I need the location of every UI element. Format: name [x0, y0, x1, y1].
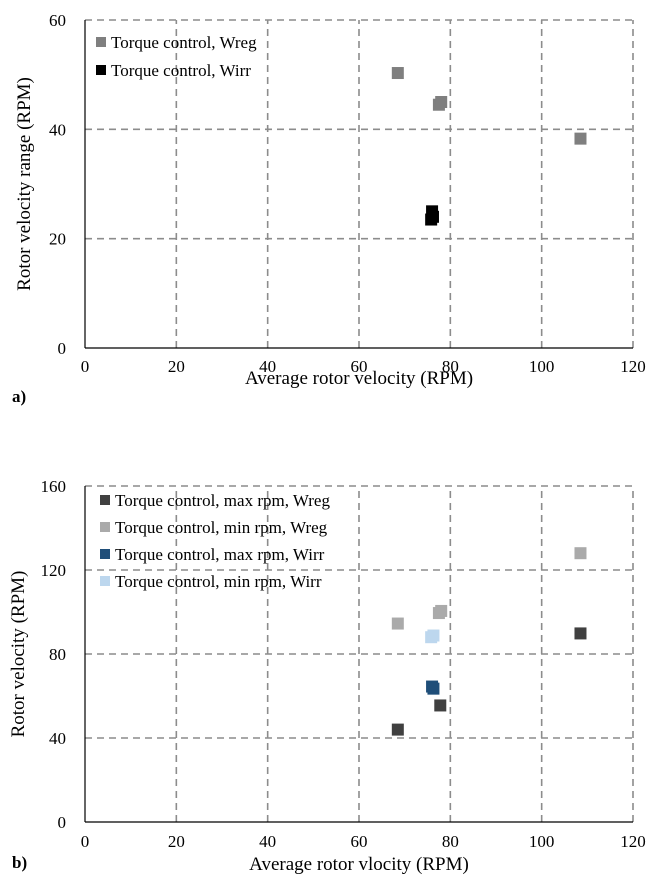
- y-tick-label: 60: [49, 11, 66, 30]
- x-tick-label: 20: [168, 357, 185, 376]
- legend-marker: [96, 65, 106, 75]
- x-tick-label: 100: [529, 357, 555, 376]
- y-tick-label: 160: [41, 477, 67, 496]
- legend-entry: Torque control, max rpm, Wirr: [115, 545, 325, 564]
- y-tick-label: 40: [49, 120, 66, 139]
- legend-marker: [96, 37, 106, 47]
- x-tick-label: 60: [351, 357, 368, 376]
- x-tick-label: 120: [620, 832, 646, 851]
- y-tick-label: 120: [41, 561, 67, 580]
- x-tick-label: 0: [81, 832, 90, 851]
- x-tick-label: 0: [81, 357, 90, 376]
- legend-entry: Torque control, Wirr: [111, 61, 251, 80]
- x-tick-label: 80: [442, 357, 459, 376]
- y-axis-label: Rotor velocity (RPM): [8, 571, 29, 738]
- data-point-series-1: [435, 96, 448, 108]
- data-point-series-1: [574, 627, 587, 640]
- panel-label: b): [12, 853, 27, 872]
- data-point-series-3: [427, 682, 440, 695]
- y-tick-label: 0: [58, 339, 67, 358]
- x-tick-label: 40: [259, 357, 276, 376]
- legend-entry: Torque control, max rpm, Wreg: [115, 491, 330, 510]
- data-point-series-1: [434, 699, 447, 712]
- y-axis-label: Rotor velocity range (RPM): [14, 77, 35, 291]
- x-axis-label: Average rotor vlocity (RPM): [249, 854, 469, 875]
- x-tick-label: 100: [529, 832, 555, 851]
- y-tick-label: 20: [49, 230, 66, 249]
- data-point-series-2: [574, 547, 587, 560]
- y-tick-label: 40: [49, 729, 66, 748]
- legend-marker: [100, 495, 110, 505]
- y-tick-label: 80: [49, 645, 66, 664]
- panel-label: a): [12, 387, 26, 406]
- x-tick-label: 80: [442, 832, 459, 851]
- legend-marker: [100, 576, 110, 586]
- legend-entry: Torque control, min rpm, Wreg: [115, 518, 328, 537]
- y-tick-label: 0: [58, 813, 67, 832]
- x-tick-label: 20: [168, 832, 185, 851]
- chart-b: 0 40 80 120 160 0 20 40 60 80 100 120 Average rotor …: [8, 477, 646, 875]
- data-point-series-1: [574, 132, 587, 145]
- x-tick-label: 60: [351, 832, 368, 851]
- legend-marker: [100, 522, 110, 532]
- data-point-series-4: [427, 629, 440, 642]
- data-point-series-2: [426, 210, 439, 223]
- data-point-series-1: [391, 723, 404, 736]
- data-point-series-2: [435, 604, 448, 617]
- legend-entry: Torque control, min rpm, Wirr: [115, 572, 322, 591]
- x-axis-label: Average rotor velocity (RPM): [245, 368, 473, 389]
- data-point-series-1: [391, 67, 404, 80]
- data-point-series-2: [391, 617, 404, 630]
- legend-entry: Torque control, Wreg: [111, 33, 257, 52]
- legend-marker: [100, 549, 110, 559]
- x-tick-label: 40: [259, 832, 276, 851]
- x-tick-label: 120: [620, 357, 646, 376]
- chart-a: 0 20 40 60 0 20 40 60 80 100 120 Average rotor velo…: [12, 11, 646, 406]
